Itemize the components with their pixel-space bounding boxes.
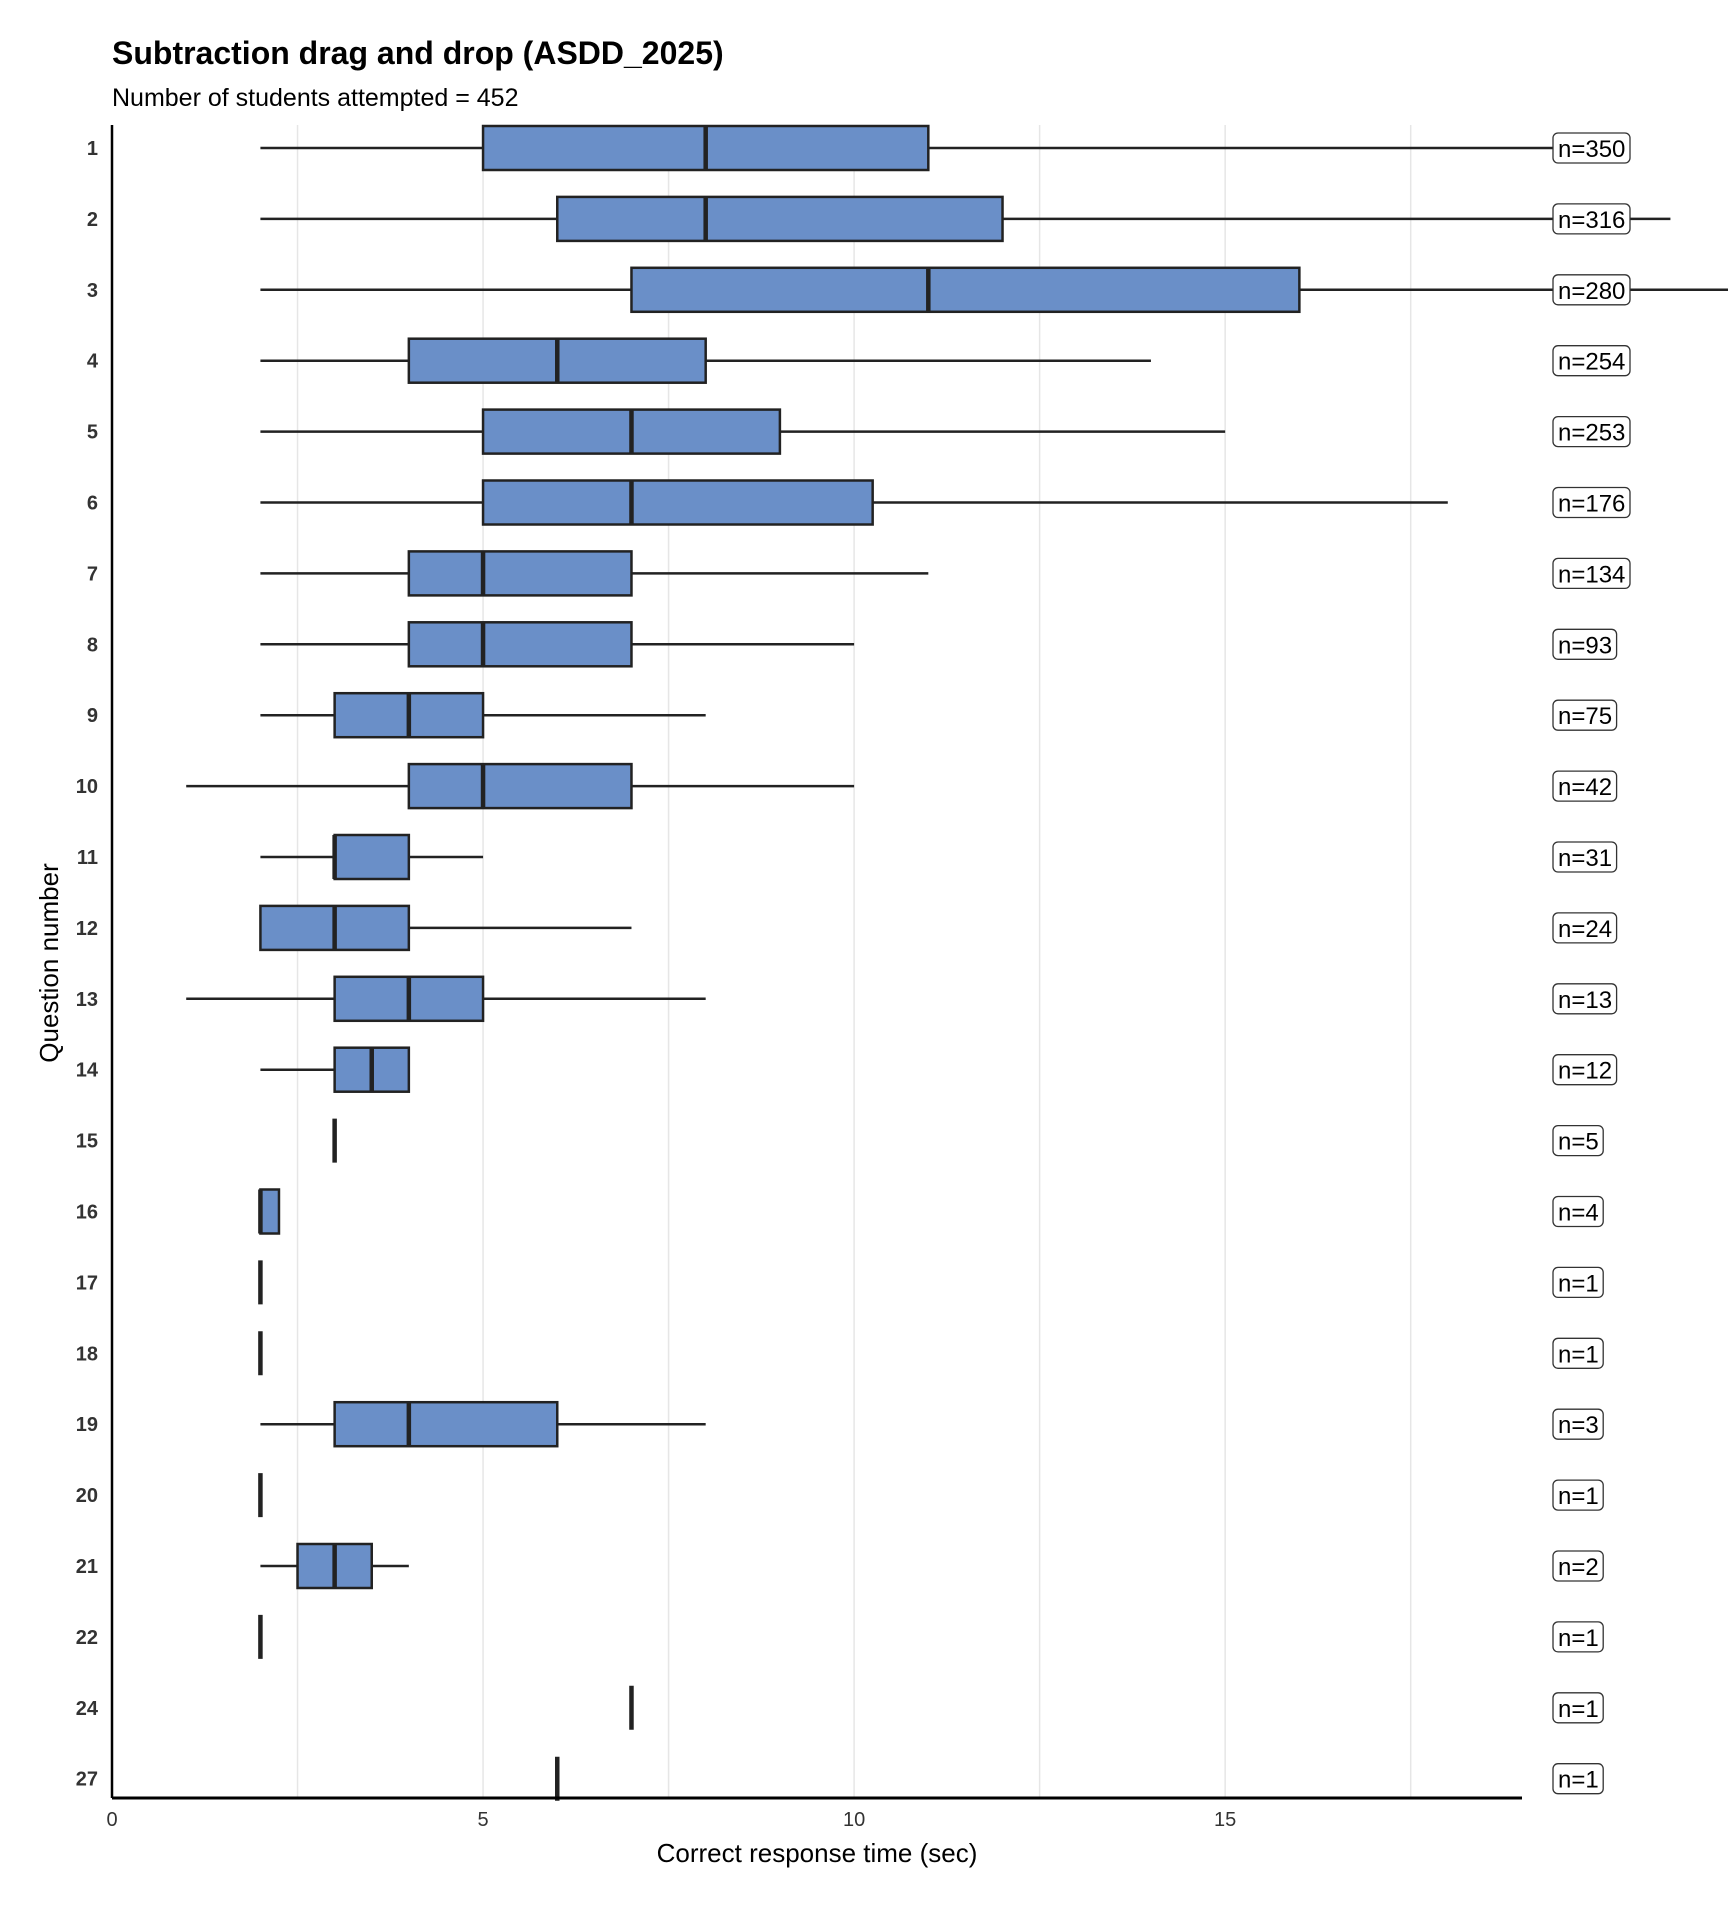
- n-label: n=5: [1558, 1129, 1599, 1156]
- y-tick-label: 4: [87, 351, 99, 373]
- y-tick-label: 5: [87, 422, 98, 444]
- n-label: n=254: [1558, 349, 1625, 376]
- n-label-box: [1552, 1337, 1604, 1369]
- n-label: n=1: [1558, 1696, 1599, 1723]
- box: [333, 833, 411, 881]
- n-label: n=13: [1558, 987, 1612, 1014]
- n-label-box: [1552, 1692, 1604, 1724]
- x-tick-label: 10: [843, 1809, 865, 1831]
- n-label-box: [1552, 912, 1618, 944]
- n-label: n=176: [1558, 491, 1625, 518]
- y-tick-label: 16: [76, 1202, 98, 1224]
- n-label-box: [1552, 1621, 1604, 1653]
- n-label-box: [1552, 557, 1631, 590]
- y-tick-label: 1: [87, 138, 98, 160]
- y-tick-label: 19: [76, 1414, 98, 1436]
- y-tick-label: 22: [76, 1627, 98, 1649]
- y-tick-label: 18: [76, 1343, 98, 1365]
- y-tick-label: 20: [76, 1485, 98, 1507]
- y-tick-label: 12: [76, 918, 98, 940]
- n-label: n=1: [1558, 1341, 1599, 1368]
- n-label: n=1: [1558, 1270, 1599, 1297]
- n-label-box: [1552, 1124, 1604, 1157]
- n-label: n=1: [1558, 1625, 1599, 1652]
- n-label-box: [1552, 203, 1631, 235]
- n-label-box: [1552, 699, 1618, 731]
- n-label-box: [1552, 1408, 1604, 1440]
- x-tick-label: 15: [1214, 1809, 1236, 1831]
- y-tick-label: 8: [87, 634, 98, 656]
- n-label: n=12: [1558, 1058, 1612, 1085]
- n-label: n=3: [1558, 1412, 1599, 1439]
- n-label: n=31: [1558, 845, 1612, 872]
- n-label: n=253: [1558, 420, 1625, 447]
- n-label-box: [1552, 841, 1618, 873]
- n-label: n=2: [1558, 1554, 1599, 1581]
- x-axis-label: Correct response time (sec): [657, 1838, 978, 1868]
- y-tick-label: 17: [76, 1272, 98, 1294]
- n-label: n=350: [1558, 136, 1625, 163]
- n-label: n=42: [1558, 774, 1612, 801]
- box: [407, 762, 633, 810]
- y-tick-label: 27: [76, 1769, 98, 1791]
- y-tick-label: 14: [76, 1060, 99, 1082]
- n-label: n=316: [1558, 207, 1625, 234]
- n-label-box: [1552, 486, 1631, 519]
- n-label: n=134: [1558, 561, 1625, 588]
- y-tick-label: 9: [87, 705, 98, 727]
- n-label-box: [1552, 274, 1631, 306]
- n-label: n=1: [1558, 1767, 1599, 1794]
- n-label-box: [1552, 345, 1631, 377]
- y-tick-label: 11: [77, 847, 98, 869]
- box: [407, 550, 633, 597]
- n-label-box: [1552, 1266, 1604, 1299]
- n-label: n=1: [1558, 1483, 1599, 1510]
- n-label-box: [1552, 415, 1631, 448]
- n-label: n=24: [1558, 916, 1612, 943]
- box: [407, 621, 633, 668]
- y-tick-label: 15: [76, 1131, 98, 1153]
- box: [259, 1188, 281, 1235]
- n-label: n=75: [1558, 703, 1612, 730]
- y-tick-label: 13: [76, 989, 98, 1011]
- n-label-box: [1552, 983, 1618, 1015]
- y-tick-label: 6: [87, 493, 98, 515]
- n-label-box: [1552, 132, 1631, 164]
- n-label: n=280: [1558, 278, 1625, 305]
- box: [481, 479, 874, 526]
- n-label-box: [1552, 1550, 1604, 1582]
- box: [556, 195, 1004, 243]
- y-tick-label: 24: [76, 1698, 99, 1720]
- n-label-box: [1552, 770, 1618, 802]
- n-label-box: [1552, 1195, 1604, 1228]
- n-label: n=4: [1558, 1200, 1599, 1227]
- y-tick-label: 7: [87, 563, 98, 585]
- n-label-box: [1552, 1479, 1604, 1511]
- y-tick-label: 2: [87, 209, 98, 231]
- y-tick-label: 3: [87, 280, 98, 302]
- box: [333, 1400, 559, 1448]
- x-tick-label: 0: [106, 1809, 117, 1831]
- n-label-box: [1552, 1054, 1618, 1086]
- n-label: n=93: [1558, 632, 1612, 659]
- n-label-box: [1552, 1763, 1604, 1795]
- chart-title: Subtraction drag and drop (ASDD_2025): [112, 35, 724, 71]
- x-tick-label: 5: [477, 1809, 488, 1831]
- y-tick-label: 10: [76, 776, 98, 798]
- y-axis-label: Question number: [34, 863, 64, 1063]
- chart-subtitle: Number of students attempted = 452: [112, 84, 519, 112]
- y-tick-label: 21: [76, 1556, 98, 1578]
- box: [630, 266, 1301, 314]
- n-label-box: [1552, 628, 1618, 660]
